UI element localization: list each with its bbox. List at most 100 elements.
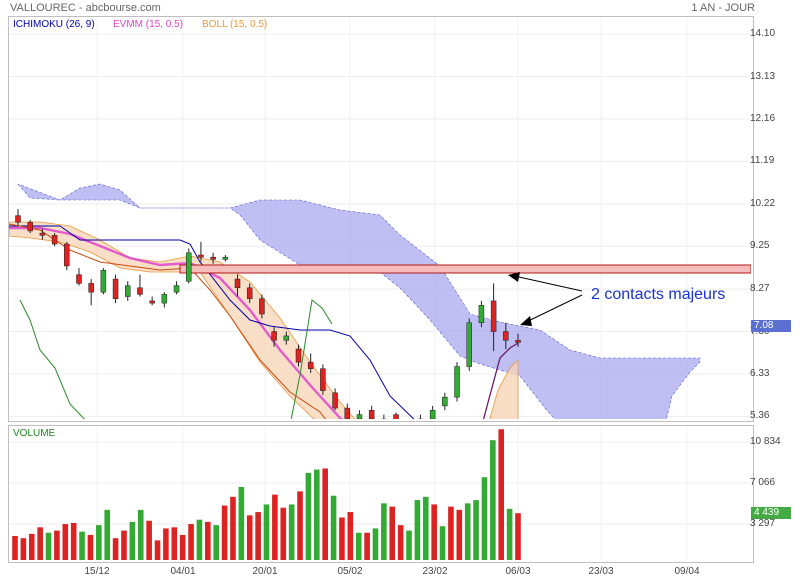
candle-body: [466, 322, 472, 367]
candle-body: [51, 235, 58, 245]
x-tick-label: 06/03: [505, 566, 531, 577]
volume-bar: [129, 521, 136, 560]
last-price-label: 7.08: [751, 320, 791, 332]
volume-bar: [20, 538, 27, 560]
candle-body: [356, 414, 363, 419]
y-tick-label-volume: 3 297: [750, 518, 776, 530]
ichimoku-cloud: [17, 183, 701, 419]
volume-bar: [473, 500, 479, 560]
volume-bar: [54, 530, 60, 560]
candle-body: [417, 418, 424, 419]
candle-body: [112, 278, 119, 299]
volume-bar: [154, 540, 161, 560]
volume-bar: [347, 512, 354, 560]
candle-body: [283, 335, 290, 341]
candle-body: [173, 285, 180, 293]
volume-bar: [305, 472, 312, 560]
y-tick-label: 10.22: [750, 197, 776, 209]
candle-body: [454, 366, 460, 398]
legend-volume: VOLUME: [13, 428, 56, 439]
chikou-span: [19, 299, 85, 419]
volume-bar: [255, 512, 261, 560]
candle-body: [503, 331, 509, 341]
volume-bar: [280, 507, 287, 560]
volume-bar: [238, 487, 245, 560]
volume-bar: [381, 503, 387, 560]
candle-body: [137, 287, 143, 295]
volume-bar: [439, 526, 446, 560]
candle-body: [295, 348, 302, 363]
volume-bar: [188, 524, 194, 560]
y-tick-label: 12.16: [750, 112, 776, 124]
volume-bar: [288, 504, 295, 560]
chikou-span-2: [290, 299, 333, 419]
legend-boll: BOLL (15, 0.5): [202, 19, 268, 30]
volume-bar: [490, 440, 496, 560]
volume-bar: [397, 525, 404, 560]
volume-bar: [498, 429, 505, 560]
candle-body: [198, 254, 204, 258]
volume-bar: [179, 534, 186, 560]
candle-body: [271, 331, 277, 341]
volume-bar: [137, 509, 144, 560]
volume-bar: [422, 496, 429, 560]
volume-bar: [104, 509, 111, 560]
volume-bar: [481, 477, 488, 560]
volume-bar: [456, 509, 463, 560]
volume-bar: [406, 530, 412, 560]
volume-bar: [171, 527, 178, 560]
candle-body: [222, 256, 229, 260]
annotation-arrowhead: [508, 272, 520, 282]
volume-bar: [79, 531, 85, 560]
x-tick-label: 15/12: [84, 566, 110, 577]
candle-body: [515, 340, 521, 343]
candle-body: [210, 256, 216, 260]
volume-bar: [96, 525, 102, 560]
candle-body: [344, 407, 351, 419]
candle-body: [161, 294, 168, 304]
volume-bar: [28, 533, 35, 560]
candle-body: [149, 300, 155, 304]
y-tick-label: 11.19: [750, 155, 775, 167]
volume-bar: [12, 536, 18, 560]
candle-body: [88, 283, 94, 293]
candle-body: [368, 410, 375, 419]
volume-bar: [355, 532, 362, 560]
volume-bar: [37, 527, 43, 560]
volume-bar: [146, 520, 152, 560]
annotation-arrow: [521, 294, 583, 325]
candle-body: [393, 414, 399, 419]
bollinger-band-right: [489, 359, 519, 419]
volume-bar: [213, 525, 219, 560]
y-tick-label: 8.27: [750, 283, 770, 295]
resistance-zone: [179, 264, 751, 274]
volume-bar: [314, 469, 320, 560]
last-volume-label: 4 439: [751, 507, 791, 519]
legend-ichimoku: ICHIMOKU (26, 9): [13, 19, 95, 30]
volume-bar: [506, 508, 513, 560]
volume-bar: [464, 503, 471, 560]
candle-body: [125, 285, 131, 297]
candle-body: [490, 300, 497, 332]
candle-body: [259, 298, 265, 315]
x-tick-label: 23/02: [422, 566, 448, 577]
volume-bar: [196, 519, 203, 560]
chart-title: VALLOUREC - abcbourse.com: [10, 2, 161, 14]
candle-body: [406, 423, 411, 432]
volume-bar: [121, 530, 127, 560]
candle-body: [307, 361, 314, 369]
volume-bar: [87, 534, 94, 560]
volume-bar: [112, 538, 119, 560]
volume-bar: [389, 506, 396, 560]
volume-bar: [230, 496, 236, 560]
volume-bar: [515, 513, 521, 560]
y-tick-label: 5.36: [750, 410, 770, 422]
volume-bar: [322, 468, 328, 560]
volume-bar: [62, 524, 69, 560]
y-tick-label-volume: 10 834: [750, 435, 781, 447]
y-tick-label: 13.13: [750, 70, 776, 82]
volume-bar: [339, 517, 345, 560]
candle-body: [27, 221, 33, 232]
volume-bar: [364, 532, 370, 560]
candle-body: [234, 278, 241, 289]
